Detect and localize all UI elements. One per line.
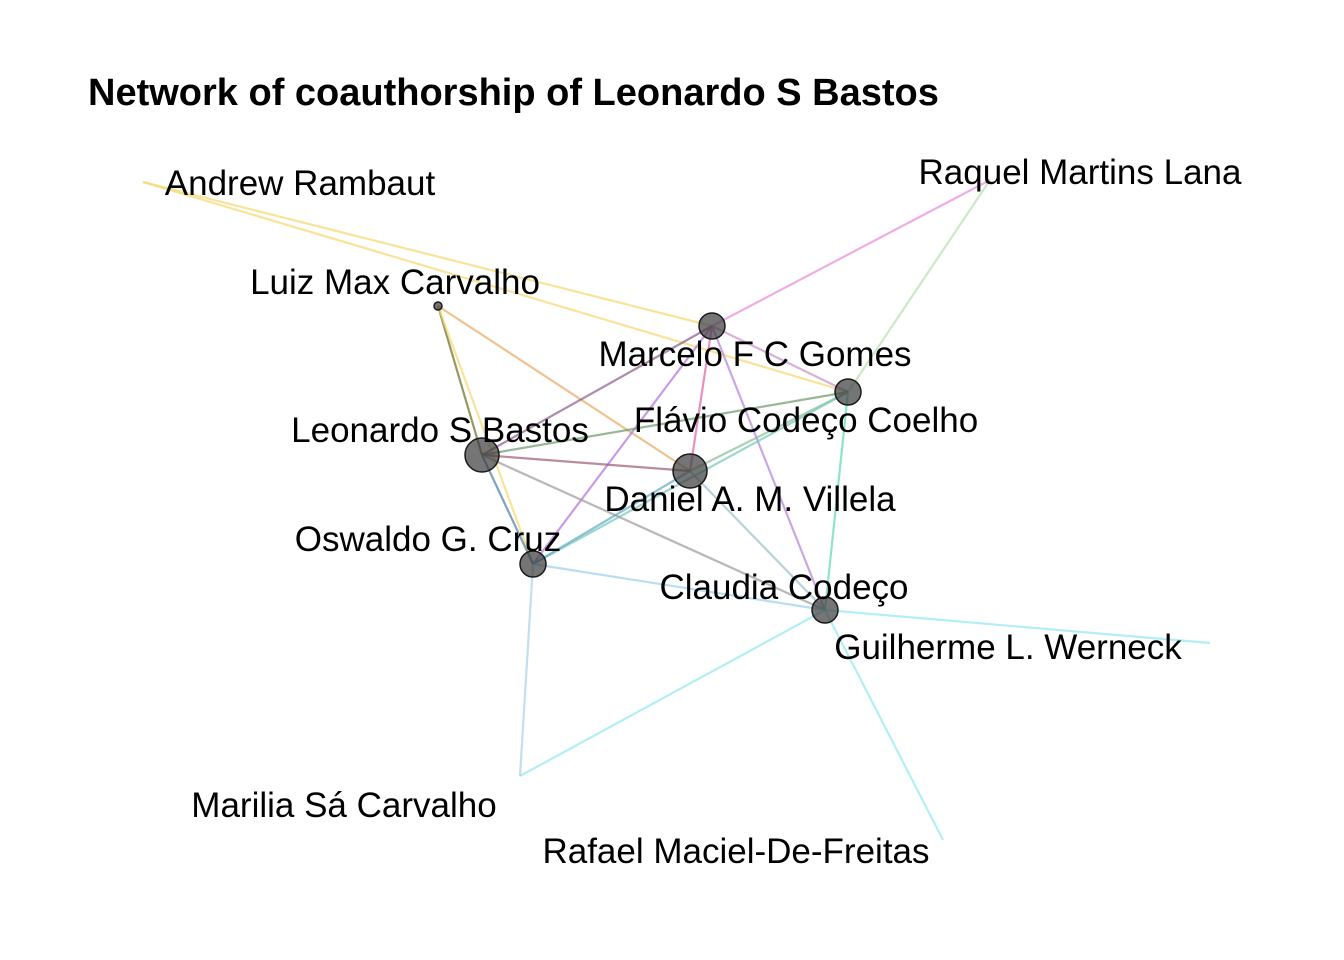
node-label-dav: Daniel A. M. Villela <box>604 480 896 519</box>
edge-cc-rmdf <box>824 609 944 841</box>
edge-cc-msc <box>519 609 826 777</box>
edge-lsb-cc <box>481 453 826 612</box>
edge-fcc-cc <box>823 391 850 611</box>
edge-mfcg-fcc <box>711 325 849 393</box>
node-label-rml: Raquel Martins Lana <box>919 153 1242 192</box>
edge-lmc-dav <box>437 305 691 472</box>
chart-title: Network of coauthorship of Leonardo S Ba… <box>88 72 939 114</box>
edge-lmc-lsb <box>436 305 484 456</box>
edge-fcc-lsb <box>481 390 849 457</box>
node-label-ogc: Oswaldo G. Cruz <box>295 520 561 559</box>
edge-lsb-ogc <box>481 454 534 565</box>
labels-layer: Leonardo S Bastos Daniel A. M. Villela Mar… <box>165 153 1242 871</box>
node-label-lmc: Luiz Max Carvalho <box>250 263 540 302</box>
node-label-mfcg: Marcelo F C Gomes <box>598 335 911 374</box>
node-mfcg[interactable] <box>698 312 726 340</box>
node-label-lsb: Leonardo S Bastos <box>291 411 589 450</box>
edge-ar-fcc <box>142 180 849 394</box>
edge-mfcg-dav <box>688 325 714 472</box>
edge-ogc-cc <box>532 562 826 612</box>
nodes-layer <box>433 301 862 624</box>
edge-ogc-msc <box>518 563 535 777</box>
node-label-ar: Andrew Rambaut <box>165 164 436 203</box>
edge-dav-ogc <box>532 470 691 565</box>
node-dav[interactable] <box>672 453 708 489</box>
node-lsb[interactable] <box>464 437 500 473</box>
node-ogc[interactable] <box>519 550 547 578</box>
edge-rml-fcc <box>847 179 991 393</box>
edges-layer <box>142 179 1211 841</box>
node-label-fcc: Flávio Codeço Coelho <box>634 401 978 440</box>
node-cc[interactable] <box>811 596 839 624</box>
edge-dav-cc <box>689 470 826 611</box>
edge-mfcg-lsb <box>481 325 713 456</box>
edge-rml-mfcg <box>711 179 991 327</box>
edge-cc-glw <box>824 608 1211 645</box>
edge-mfcg-cc <box>710 325 827 611</box>
edge-mfcg-ogc <box>532 325 713 565</box>
edge-lmc-ogc <box>436 305 535 565</box>
node-label-glw: Guilherme L. Werneck <box>834 628 1182 667</box>
node-fcc[interactable] <box>834 378 862 406</box>
edge-ar-mfcg <box>142 180 713 328</box>
node-label-cc: Claudia Codeço <box>659 568 908 607</box>
node-lmc[interactable] <box>433 301 443 311</box>
node-label-msc: Marilia Sá Carvalho <box>191 786 496 825</box>
node-label-rmdf: Rafael Maciel-De-Freitas <box>542 832 929 871</box>
edge-lsb-dav <box>481 453 691 473</box>
